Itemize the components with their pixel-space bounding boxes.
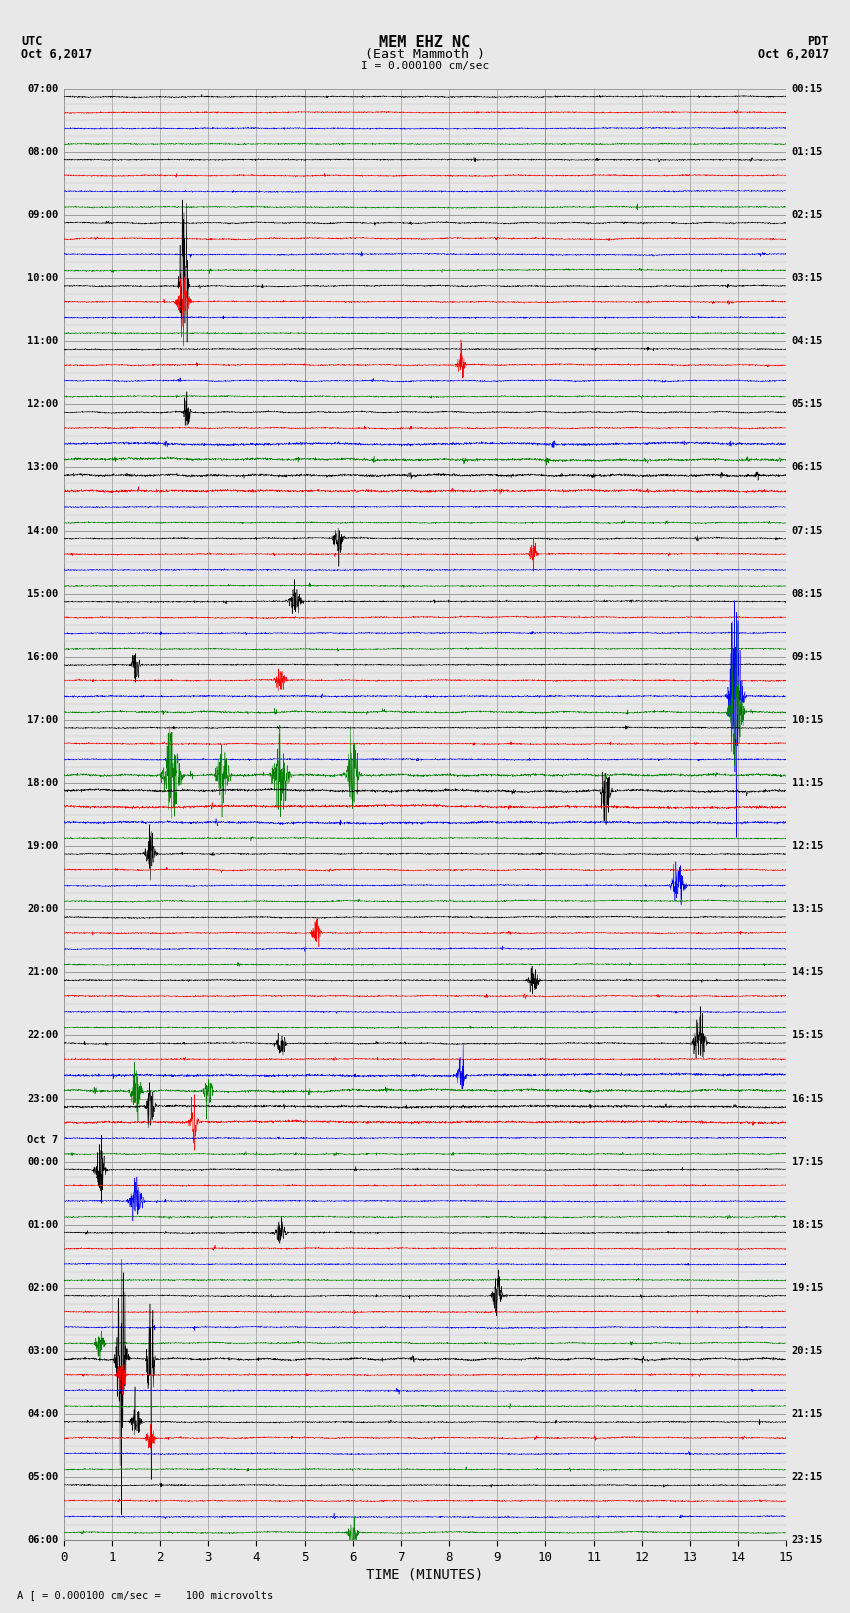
Text: 21:00: 21:00	[27, 968, 58, 977]
Text: 10:15: 10:15	[792, 715, 823, 724]
Text: 04:15: 04:15	[792, 336, 823, 347]
Text: 07:15: 07:15	[792, 526, 823, 536]
Text: 01:00: 01:00	[27, 1219, 58, 1229]
Text: 23:00: 23:00	[27, 1094, 58, 1103]
Text: 06:15: 06:15	[792, 463, 823, 473]
Text: 19:00: 19:00	[27, 840, 58, 852]
Text: 15:00: 15:00	[27, 589, 58, 598]
Text: 05:00: 05:00	[27, 1473, 58, 1482]
Text: 20:15: 20:15	[792, 1347, 823, 1357]
Text: 07:00: 07:00	[27, 84, 58, 94]
Text: 08:15: 08:15	[792, 589, 823, 598]
Text: A [ = 0.000100 cm/sec =    100 microvolts: A [ = 0.000100 cm/sec = 100 microvolts	[17, 1590, 273, 1600]
Text: 00:00: 00:00	[27, 1157, 58, 1166]
Text: 11:15: 11:15	[792, 777, 823, 789]
Text: 04:00: 04:00	[27, 1410, 58, 1419]
Text: UTC: UTC	[21, 35, 42, 48]
Text: 20:00: 20:00	[27, 905, 58, 915]
Text: 17:15: 17:15	[792, 1157, 823, 1166]
Text: Oct 6,2017: Oct 6,2017	[757, 48, 829, 61]
Text: 05:15: 05:15	[792, 400, 823, 410]
Text: PDT: PDT	[808, 35, 829, 48]
Text: 06:00: 06:00	[27, 1536, 58, 1545]
Text: MEM EHZ NC: MEM EHZ NC	[379, 35, 471, 50]
Text: 09:00: 09:00	[27, 210, 58, 219]
Text: 00:15: 00:15	[792, 84, 823, 94]
Text: Oct 6,2017: Oct 6,2017	[21, 48, 93, 61]
Text: 17:00: 17:00	[27, 715, 58, 724]
Text: 18:00: 18:00	[27, 777, 58, 789]
Text: 23:15: 23:15	[792, 1536, 823, 1545]
Text: 19:15: 19:15	[792, 1282, 823, 1294]
Text: 21:15: 21:15	[792, 1410, 823, 1419]
Text: 11:00: 11:00	[27, 336, 58, 347]
Text: 03:15: 03:15	[792, 273, 823, 282]
Text: 15:15: 15:15	[792, 1031, 823, 1040]
Text: 16:15: 16:15	[792, 1094, 823, 1103]
Text: 13:00: 13:00	[27, 463, 58, 473]
Text: 03:00: 03:00	[27, 1347, 58, 1357]
X-axis label: TIME (MINUTES): TIME (MINUTES)	[366, 1568, 484, 1582]
Text: 14:15: 14:15	[792, 968, 823, 977]
Text: 01:15: 01:15	[792, 147, 823, 156]
Text: 22:00: 22:00	[27, 1031, 58, 1040]
Text: 16:00: 16:00	[27, 652, 58, 661]
Text: Oct 7: Oct 7	[27, 1136, 58, 1145]
Text: (East Mammoth ): (East Mammoth )	[365, 48, 485, 61]
Text: 10:00: 10:00	[27, 273, 58, 282]
Text: 12:00: 12:00	[27, 400, 58, 410]
Text: 18:15: 18:15	[792, 1219, 823, 1229]
Text: 14:00: 14:00	[27, 526, 58, 536]
Text: 02:00: 02:00	[27, 1282, 58, 1294]
Text: I = 0.000100 cm/sec: I = 0.000100 cm/sec	[361, 61, 489, 71]
Text: 02:15: 02:15	[792, 210, 823, 219]
Text: 13:15: 13:15	[792, 905, 823, 915]
Text: 08:00: 08:00	[27, 147, 58, 156]
Text: 12:15: 12:15	[792, 840, 823, 852]
Text: 22:15: 22:15	[792, 1473, 823, 1482]
Text: 09:15: 09:15	[792, 652, 823, 661]
